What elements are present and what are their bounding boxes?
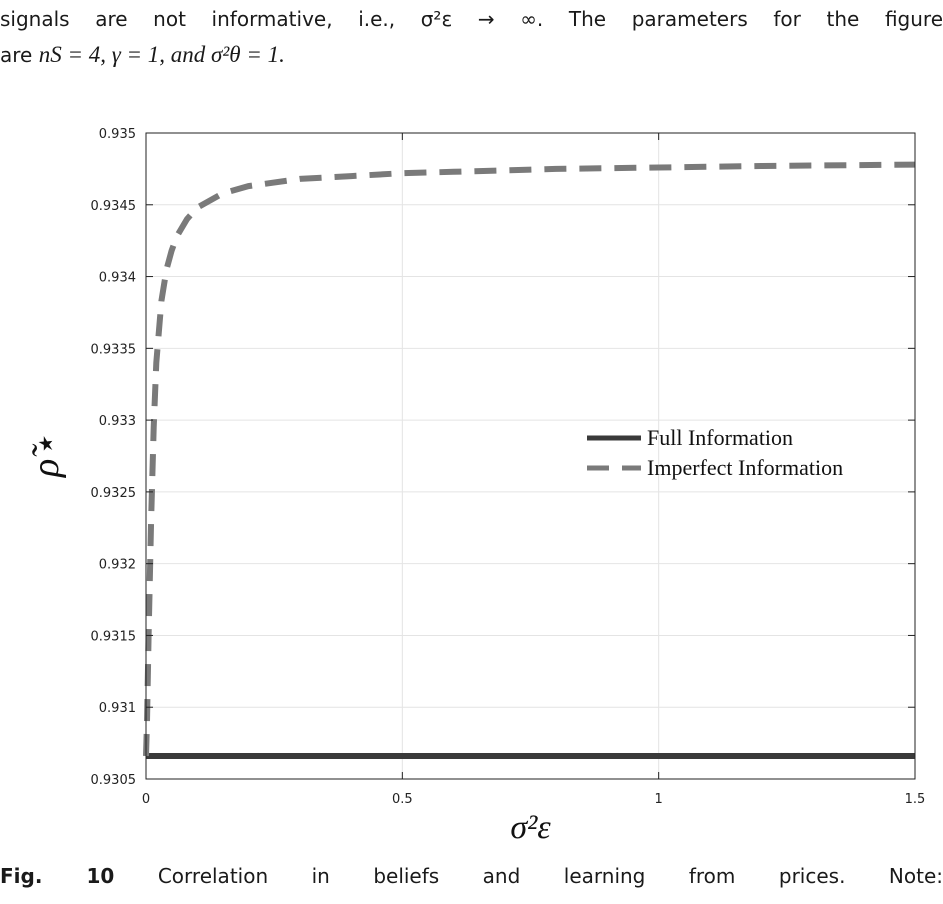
- plot-frame: [145, 132, 916, 780]
- y-tick-label: 0.9345: [91, 199, 137, 214]
- y-tick-label: 0.9315: [91, 629, 137, 644]
- figure-caption: Fig. 10 Correlation in beliefs and learn…: [0, 864, 943, 888]
- series-layer: [143, 161, 916, 759]
- y-axis-label: ρ̃⋆: [25, 435, 67, 478]
- y-tick-label: 0.9325: [91, 486, 137, 501]
- x-tick-label: 0: [142, 792, 150, 807]
- intro-line-1: signals are not informative, i.e., σ²ε →…: [0, 7, 943, 31]
- y-tick-label: 0.9335: [91, 342, 137, 357]
- intro-line-2: are nS = 4, γ = 1, and σ²θ = 1.: [0, 37, 943, 73]
- x-tick-label: 0.5: [392, 792, 413, 807]
- x-tick-label: 1: [655, 792, 663, 807]
- y-tick-label: 0.9305: [91, 773, 137, 788]
- x-tick-label: 1.5: [905, 792, 926, 807]
- y-tick-label: 0.934: [99, 271, 136, 286]
- intro-text: signals are not informative, i.e., σ²ε →…: [0, 2, 943, 73]
- figure-caption-text: Correlation in beliefs and learning from…: [157, 864, 943, 888]
- y-tick-label: 0.932: [99, 558, 136, 573]
- y-tick-label: 0.931: [99, 701, 136, 716]
- legend-label-full-information: Full Information: [647, 425, 793, 450]
- series-line-imperfect-information: [143, 161, 916, 757]
- legend: Full Information Imperfect Information: [587, 425, 843, 480]
- x-axis-label: σ²ε: [510, 809, 551, 846]
- y-tick-label: 0.933: [99, 414, 136, 429]
- ticks: 0 0.5 1 1.5 0.9305 0.931 0.9315 0.932 0.9325 0.93…: [91, 127, 926, 807]
- intro-parameters: nS = 4, γ = 1, and σ²θ = 1.: [38, 42, 285, 67]
- intro-line-2-prefix: are: [0, 43, 33, 67]
- figure-label: Fig. 10: [0, 864, 115, 888]
- legend-label-imperfect-information: Imperfect Information: [647, 455, 843, 480]
- chart: 0 0.5 1 1.5 0.9305 0.931 0.9315 0.932 0.9325 0.93…: [25, 127, 926, 846]
- y-tick-label: 0.935: [99, 127, 136, 142]
